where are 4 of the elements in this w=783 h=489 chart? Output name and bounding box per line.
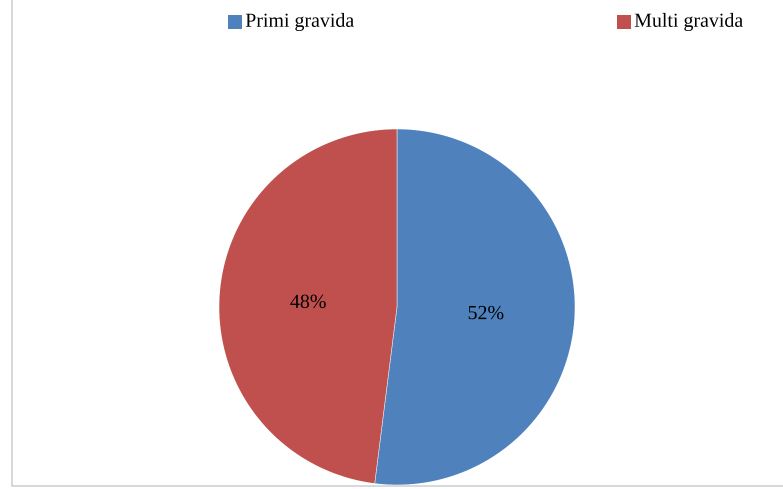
data-label: 52% xyxy=(468,306,504,320)
legend-label: Multi gravida xyxy=(634,12,743,32)
legend-label: Primi gravida xyxy=(246,12,354,32)
data-label: 48% xyxy=(290,294,326,308)
